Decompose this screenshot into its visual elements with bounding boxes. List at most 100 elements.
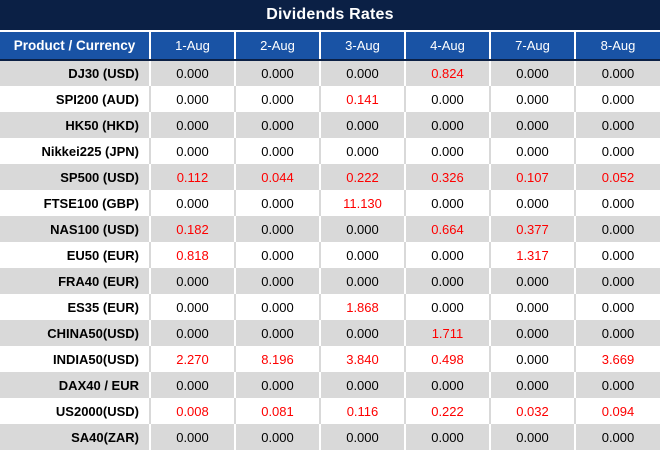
table-row: NAS100 (USD) 0.182 0.000 0.000 0.664 0.377 0.0… <box>0 216 660 242</box>
value-cell: 0.000 <box>234 320 320 346</box>
value-cell: 0.000 <box>149 372 235 398</box>
value-cell: 0.000 <box>149 294 235 320</box>
product-cell: ES35 (EUR) <box>0 294 150 320</box>
product-cell: SPI200 (AUD) <box>0 86 150 112</box>
value-cell: 0.000 <box>319 138 405 164</box>
value-cell: 0.141 <box>319 86 405 112</box>
value-cell: 0.000 <box>574 424 660 450</box>
value-cell: 0.000 <box>404 112 490 138</box>
value-cell: 0.000 <box>234 60 320 86</box>
value-cell: 0.000 <box>574 216 660 242</box>
value-cell: 0.000 <box>319 112 405 138</box>
value-cell: 0.000 <box>489 138 575 164</box>
value-cell: 0.000 <box>234 372 320 398</box>
value-cell: 0.000 <box>149 190 235 216</box>
table-row: INDIA50(USD) 2.270 8.196 3.840 0.498 0.000 3.6… <box>0 346 660 372</box>
value-cell: 1.868 <box>319 294 405 320</box>
value-cell: 0.000 <box>149 424 235 450</box>
table-row: DJ30 (USD) 0.000 0.000 0.000 0.824 0.000 0.000 <box>0 60 660 86</box>
value-cell: 0.000 <box>234 424 320 450</box>
column-header-date-5: 7-Aug <box>489 32 575 61</box>
value-cell: 0.116 <box>319 398 405 424</box>
value-cell: 0.000 <box>574 242 660 268</box>
value-cell: 0.081 <box>234 398 320 424</box>
table-row: Nikkei225 (JPN) 0.000 0.000 0.000 0.000 0.000… <box>0 138 660 164</box>
value-cell: 0.222 <box>404 398 490 424</box>
value-cell: 0.326 <box>404 164 490 190</box>
value-cell: 0.000 <box>574 112 660 138</box>
value-cell: 0.000 <box>574 86 660 112</box>
product-cell: SP500 (USD) <box>0 164 150 190</box>
value-cell: 11.130 <box>319 190 405 216</box>
value-cell: 0.000 <box>149 268 235 294</box>
value-cell: 0.000 <box>319 320 405 346</box>
value-cell: 0.000 <box>234 138 320 164</box>
table-row: FTSE100 (GBP) 0.000 0.000 11.130 0.000 0.000 0… <box>0 190 660 216</box>
table-row: SA40(ZAR) 0.000 0.000 0.000 0.000 0.000 0.000 <box>0 424 660 450</box>
value-cell: 0.000 <box>489 268 575 294</box>
value-cell: 1.711 <box>404 320 490 346</box>
table-row: HK50 (HKD) 0.000 0.000 0.000 0.000 0.000 0.000 <box>0 112 660 138</box>
value-cell: 0.000 <box>149 320 235 346</box>
value-cell: 0.000 <box>404 424 490 450</box>
value-cell: 0.000 <box>489 424 575 450</box>
table-row: SP500 (USD) 0.112 0.044 0.222 0.326 0.107 0.05… <box>0 164 660 190</box>
value-cell: 0.000 <box>234 112 320 138</box>
value-cell: 0.000 <box>489 86 575 112</box>
panel-title: Dividends Rates <box>0 0 660 32</box>
value-cell: 0.000 <box>319 372 405 398</box>
value-cell: 0.000 <box>234 86 320 112</box>
table-row: SPI200 (AUD) 0.000 0.000 0.141 0.000 0.000 0.0… <box>0 86 660 112</box>
product-cell: SA40(ZAR) <box>0 424 150 450</box>
value-cell: 0.000 <box>574 138 660 164</box>
dividends-table: Product / Currency 1-Aug 2-Aug 3-Aug 4-Aug 7… <box>0 32 660 450</box>
value-cell: 0.000 <box>149 138 235 164</box>
product-cell: DAX40 / EUR <box>0 372 150 398</box>
table-row: FRA40 (EUR) 0.000 0.000 0.000 0.000 0.000 0.00… <box>0 268 660 294</box>
table-row: CHINA50(USD) 0.000 0.000 0.000 1.711 0.000 0.0… <box>0 320 660 346</box>
value-cell: 0.000 <box>489 112 575 138</box>
product-cell: HK50 (HKD) <box>0 112 150 138</box>
value-cell: 0.107 <box>489 164 575 190</box>
table-row: DAX40 / EUR 0.000 0.000 0.000 0.000 0.000 0.00… <box>0 372 660 398</box>
product-cell: US2000(USD) <box>0 398 150 424</box>
value-cell: 0.000 <box>319 242 405 268</box>
table-row: US2000(USD) 0.008 0.081 0.116 0.222 0.032 0.09… <box>0 398 660 424</box>
value-cell: 0.000 <box>574 372 660 398</box>
value-cell: 0.818 <box>149 242 235 268</box>
table-body: DJ30 (USD) 0.000 0.000 0.000 0.824 0.000 0.000… <box>0 60 660 450</box>
value-cell: 0.000 <box>234 216 320 242</box>
value-cell: 0.000 <box>574 60 660 86</box>
value-cell: 0.000 <box>234 294 320 320</box>
value-cell: 0.000 <box>319 268 405 294</box>
product-cell: INDIA50(USD) <box>0 346 150 372</box>
value-cell: 0.222 <box>319 164 405 190</box>
value-cell: 0.000 <box>489 190 575 216</box>
product-cell: DJ30 (USD) <box>0 60 150 86</box>
value-cell: 0.052 <box>574 164 660 190</box>
value-cell: 0.000 <box>404 86 490 112</box>
value-cell: 1.317 <box>489 242 575 268</box>
product-cell: Nikkei225 (JPN) <box>0 138 150 164</box>
value-cell: 0.000 <box>489 346 575 372</box>
value-cell: 0.182 <box>149 216 235 242</box>
value-cell: 0.000 <box>489 294 575 320</box>
value-cell: 0.008 <box>149 398 235 424</box>
value-cell: 8.196 <box>234 346 320 372</box>
value-cell: 0.000 <box>319 216 405 242</box>
value-cell: 0.044 <box>234 164 320 190</box>
value-cell: 0.824 <box>404 60 490 86</box>
value-cell: 0.000 <box>574 190 660 216</box>
value-cell: 0.000 <box>574 268 660 294</box>
table-header-row: Product / Currency 1-Aug 2-Aug 3-Aug 4-Aug 7… <box>0 32 660 61</box>
value-cell: 0.000 <box>234 190 320 216</box>
value-cell: 0.000 <box>234 242 320 268</box>
value-cell: 0.000 <box>489 320 575 346</box>
value-cell: 0.000 <box>319 424 405 450</box>
table-row: EU50 (EUR) 0.818 0.000 0.000 0.000 1.317 0.000 <box>0 242 660 268</box>
value-cell: 0.000 <box>149 112 235 138</box>
product-cell: FTSE100 (GBP) <box>0 190 150 216</box>
value-cell: 3.669 <box>574 346 660 372</box>
value-cell: 0.000 <box>234 268 320 294</box>
column-header-date-4: 4-Aug <box>404 32 490 61</box>
